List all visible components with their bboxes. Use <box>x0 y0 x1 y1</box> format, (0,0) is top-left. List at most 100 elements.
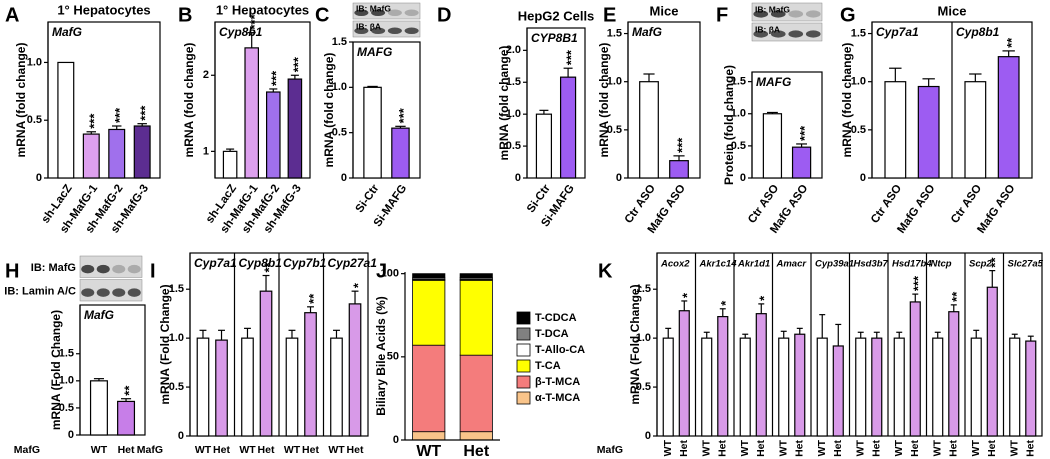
blot-strip <box>79 255 143 278</box>
significance-label: ** <box>1004 37 1019 48</box>
significance-label: *** <box>269 70 284 86</box>
significance-label: *** <box>112 107 127 123</box>
group-title: Amacr <box>776 259 808 270</box>
blot-label: IB: MafG <box>31 262 76 274</box>
y-tick-label: 0 <box>393 434 399 446</box>
significance-label: *** <box>290 56 305 72</box>
panel-title: 1° Hepatocytes <box>57 2 150 17</box>
bar <box>932 337 944 437</box>
bar <box>778 337 790 437</box>
bar <box>964 81 987 179</box>
bar <box>108 128 126 179</box>
legend-label: T-DCA <box>535 328 569 340</box>
blot-strip <box>79 279 143 302</box>
blot-band <box>354 9 369 17</box>
group-title: Cyp7a1 <box>876 25 919 39</box>
y-tick-label: 0.5 <box>851 124 866 136</box>
y-tick-label: 0.5 <box>169 381 184 393</box>
x-tick-label: Het <box>213 444 230 456</box>
group-title: MAFG <box>357 45 392 59</box>
bar <box>948 311 960 437</box>
blot-band <box>81 288 95 297</box>
y-tick-label: 1.0 <box>607 76 622 88</box>
bar <box>669 160 689 179</box>
plot-frame <box>214 21 311 179</box>
significance-label: ** <box>261 261 276 272</box>
bar <box>1025 340 1037 437</box>
significance-label: *** <box>564 49 579 65</box>
group-title: Cyp7a1 <box>194 256 237 270</box>
bar <box>794 333 806 437</box>
y-axis-label: mRNA (fold change) <box>840 43 854 158</box>
bar <box>259 290 273 437</box>
bar <box>535 113 553 179</box>
bar <box>832 345 844 437</box>
group-title: MAFG <box>756 75 791 89</box>
group-title: Cyp8b1 <box>239 256 283 270</box>
y-tick-label: 0.5 <box>607 124 622 136</box>
bar <box>791 146 812 179</box>
x-tick-label: WT <box>816 439 828 456</box>
x-tick-label: WT <box>855 439 867 456</box>
bar <box>133 125 151 179</box>
bar <box>717 316 729 437</box>
x-tick-label: WT <box>1009 439 1021 456</box>
significance-label: * <box>680 292 695 298</box>
y-axis-label: mRNA (Fold Change) <box>158 284 172 404</box>
group-title: Hsd3b7 <box>854 259 889 270</box>
y-tick-label: 0 <box>341 172 347 184</box>
panel-letter: B <box>178 4 192 26</box>
y-tick-label: 0.5 <box>332 127 347 139</box>
blot-strip <box>751 2 823 22</box>
bar <box>909 301 921 437</box>
blot-band <box>788 10 804 18</box>
bar <box>82 133 100 179</box>
y-tick-label: 1.0 <box>332 81 347 93</box>
y-tick-label: 0 <box>740 172 746 184</box>
significance-label: *** <box>674 137 689 153</box>
group-title: Cyp39a1 <box>815 259 854 270</box>
bar <box>330 337 343 437</box>
blot-band <box>788 30 804 38</box>
y-tick-label: 0 <box>515 172 521 184</box>
bar <box>241 337 254 437</box>
y-tick-label: 50 <box>387 351 399 363</box>
bar <box>215 339 228 437</box>
x-tick-label: Het <box>986 439 998 456</box>
significance-label: * <box>757 295 772 301</box>
y-tick-label: 1.0 <box>506 108 521 120</box>
group-title: Scp2 <box>969 259 992 270</box>
group-title: Akr1c14 <box>699 259 738 270</box>
significance-label: ** <box>988 257 1003 268</box>
y-tick-label: 2.0 <box>506 44 521 56</box>
group-title: Ntcp <box>931 259 952 270</box>
blot-band <box>805 30 821 38</box>
group-title: Hsd17b4 <box>892 259 932 270</box>
y-tick-label: 1.5 <box>59 348 74 360</box>
y-tick-label: 1.5 <box>506 76 521 88</box>
bar <box>196 337 210 437</box>
y-tick-label: 0 <box>68 429 74 441</box>
bar <box>893 337 905 437</box>
plot-frame <box>47 21 161 179</box>
x-tick-label: WT <box>416 443 441 459</box>
bar-segment <box>412 273 446 279</box>
row-label: MafG <box>597 444 623 456</box>
bar <box>117 400 136 436</box>
x-tick-label: Het <box>948 439 960 456</box>
bar <box>304 312 317 437</box>
bar <box>678 310 690 437</box>
panel-title: HepG2 Cells <box>518 8 595 23</box>
x-tick-label: Het <box>794 439 806 456</box>
y-tick-label: 0 <box>36 172 42 184</box>
blot-strip <box>352 2 421 20</box>
group-title: CYP8B1 <box>531 31 578 45</box>
bar <box>816 337 828 437</box>
y-tick-label: 1.5 <box>607 27 622 39</box>
y-tick-label: 1.5 <box>169 283 184 295</box>
legend-label: β-T-MCA <box>535 376 580 388</box>
x-tick-label: Ctr ASO <box>949 183 984 226</box>
blot-band <box>404 27 419 35</box>
blot-label: IB: MafG <box>755 4 790 14</box>
row-label: MafG <box>137 444 163 456</box>
